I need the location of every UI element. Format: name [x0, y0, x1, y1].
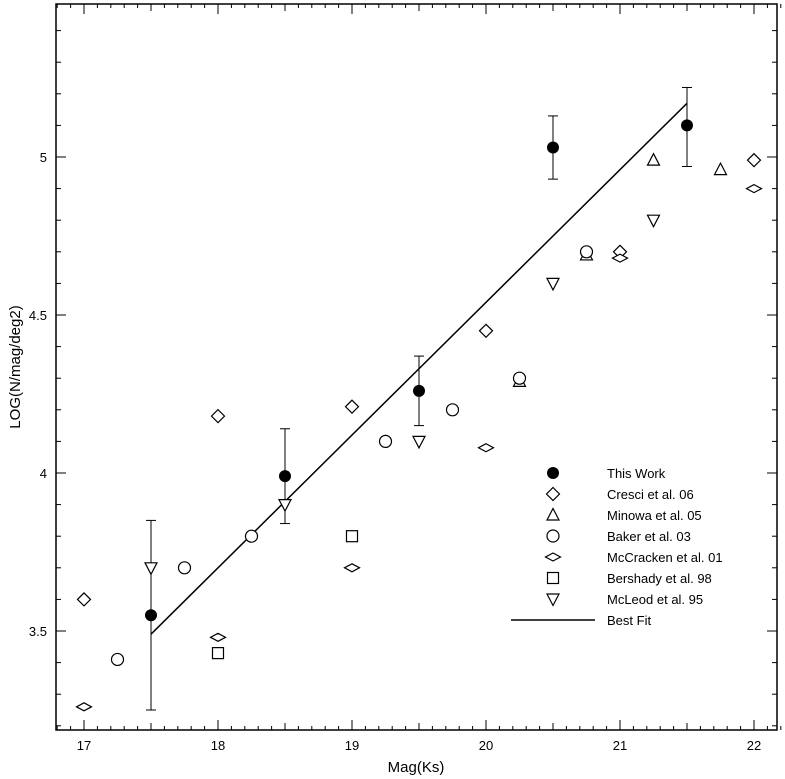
legend-label: Best Fit — [607, 613, 651, 628]
legend-marker — [546, 593, 560, 607]
baker-point — [110, 652, 125, 667]
mccracken-point — [611, 253, 629, 263]
ticks — [56, 4, 782, 730]
legend-marker — [546, 571, 560, 585]
legend-label: McCracken et al. 01 — [607, 550, 723, 565]
mcleod-point — [646, 214, 661, 228]
legend-label: McLeod et al. 95 — [607, 592, 703, 607]
mcleod-point — [144, 562, 158, 576]
legend-marker — [546, 507, 560, 521]
tick-labels: 17 18 19 20 21 22 3.5 4 4.5 5 — [29, 150, 761, 753]
baker-point — [445, 403, 460, 417]
legend-label: Cresci et al. 06 — [607, 487, 694, 502]
mcleod-point — [412, 435, 426, 450]
x-tick-label: 20 — [479, 738, 493, 753]
mccracken-point — [209, 632, 227, 643]
baker-point — [177, 561, 192, 575]
x-tick-label: 17 — [77, 738, 91, 753]
legend-label: Minowa et al. 05 — [607, 508, 702, 523]
y-tick-label: 3.5 — [29, 624, 47, 639]
mccracken-point — [343, 563, 361, 573]
y-axis-label: LOG(N/mag/deg2) — [7, 305, 24, 428]
baker-point — [512, 371, 527, 385]
cresci-point — [746, 152, 762, 168]
y-tick-label: 4.5 — [29, 308, 47, 323]
cresci-point — [478, 323, 494, 339]
legend-marker — [545, 486, 561, 502]
y-tick-label: 4 — [40, 466, 47, 481]
cresci-point — [344, 399, 360, 414]
minowa-point — [646, 152, 661, 166]
this-work-point — [145, 609, 157, 622]
x-tick-label: 22 — [747, 738, 761, 753]
legend: This Work Cresci et al. 06 Minowa et al. 0… — [511, 466, 723, 628]
bershady-point — [211, 647, 225, 660]
x-tick-label: 21 — [613, 738, 627, 753]
legend-marker — [544, 552, 562, 562]
minowa-point — [713, 161, 728, 176]
x-axis-label: Mag(Ks) — [388, 759, 445, 776]
y-tick-label: 5 — [40, 150, 47, 165]
this-work-point — [547, 141, 559, 154]
cresci-point — [210, 408, 226, 424]
cresci-point — [76, 592, 92, 607]
x-tick-label: 18 — [211, 738, 225, 753]
mccracken-point — [75, 702, 93, 712]
this-work-point — [413, 384, 425, 397]
plot-frame — [55, 3, 778, 731]
legend-label: This Work — [607, 466, 666, 481]
baker-point — [378, 434, 393, 448]
this-work-point — [279, 470, 291, 483]
legend-label: Bershady et al. 98 — [607, 571, 712, 586]
legend-marker — [546, 529, 560, 543]
x-tick-label: 19 — [345, 738, 359, 753]
legend-marker — [547, 467, 559, 479]
baker-point — [579, 245, 594, 259]
bershady-point — [345, 530, 359, 543]
baker-point — [244, 529, 259, 543]
mccracken-point — [477, 443, 495, 453]
mccracken-point — [745, 183, 763, 194]
markers — [75, 119, 763, 712]
legend-label: Baker et al. 03 — [607, 529, 691, 544]
mcleod-point — [278, 499, 292, 513]
mcleod-point — [546, 277, 560, 292]
this-work-point — [681, 119, 693, 132]
